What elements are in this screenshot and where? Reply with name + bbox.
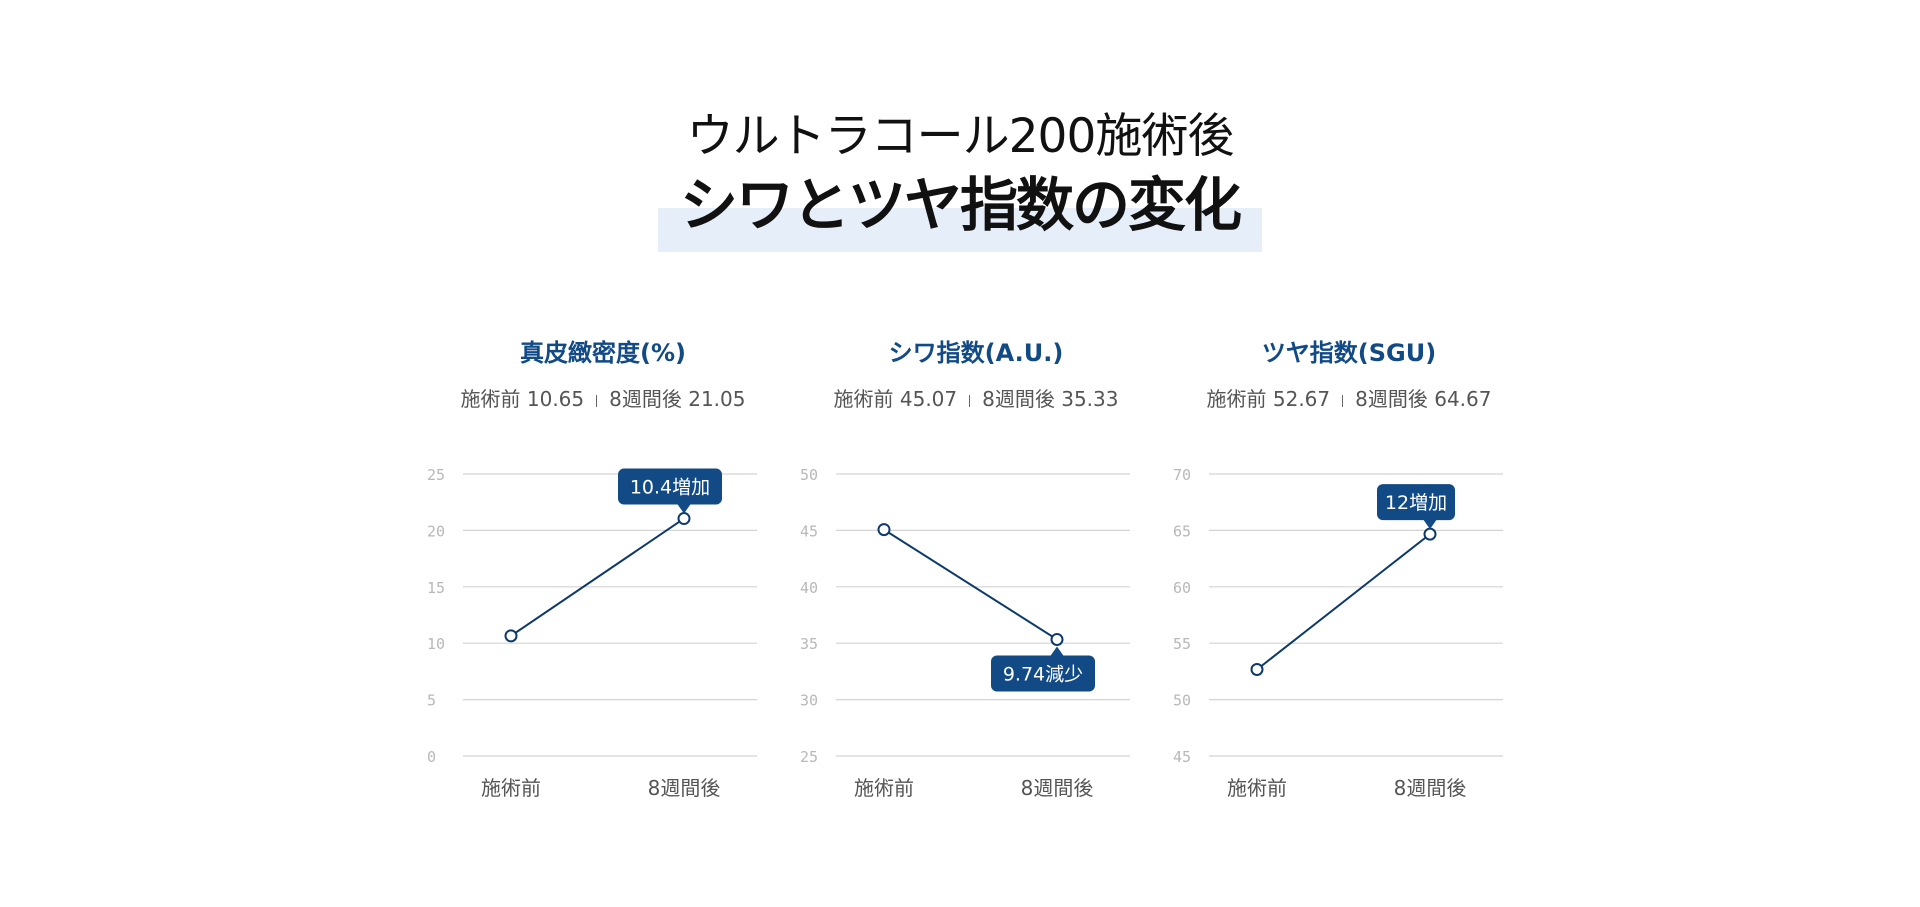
data-point [504,629,518,643]
chart-plot: 0 5 10 15 20 25 施術前 8週間後 10.4増加 [427,466,757,800]
annotation-callout: 12増加 [1377,484,1455,530]
annotation-label: 12増加 [1385,492,1447,514]
chart-dermis-density: 真皮緻密度(%) 施術前 10.65 8週間後 21.05 0 5 10 15 20 25 施… [427,338,773,818]
data-point [677,512,691,526]
chart-summary: 施術前 45.07 8週間後 35.33 [806,386,1146,412]
summary-after: 8週間後 64.67 [1355,387,1492,411]
annotation-callout: 9.74減少 [991,646,1095,692]
annotation-box [618,468,722,505]
chart-title: シワ指数(A.U.) [888,339,1064,367]
summary-divider [969,394,971,407]
page-header: ウルトラコール200施術後 シワとツヤ指数の変化 [0,108,1920,252]
series-line [510,517,685,637]
data-point [1250,662,1264,676]
x-category-label: 施術前 [1227,776,1287,800]
title-highlight [657,208,1262,252]
annotation-pointer [1423,519,1437,530]
y-tick-label: 55 [1173,635,1191,653]
summary-before: 施術前 10.65 [460,387,585,411]
chart-title: 真皮緻密度(%) [520,339,686,367]
chart-summary: 施術前 52.67 8週間後 64.67 [1179,386,1519,412]
annotation-label: 10.4増加 [630,477,710,499]
summary-before: 施術前 45.07 [833,387,958,411]
page-subtitle: ウルトラコール200施術後 [686,109,1235,164]
y-tick-label: 5 [427,692,436,710]
annotation-pointer [677,503,691,514]
data-point [1423,527,1437,541]
annotation-callout: 10.4増加 [618,468,722,514]
chart-plot: 45 50 55 60 65 70 施術前 8週間後 12増加 [1173,466,1503,800]
page-title: シワとツヤ指数の変化 [679,171,1242,239]
y-tick-label: 0 [427,748,436,766]
x-category-label: 8週間後 [648,776,721,800]
series-line [1256,533,1431,671]
annotation-box [1377,484,1455,521]
y-tick-label: 10 [427,635,445,653]
y-tick-label: 40 [800,579,818,597]
summary-divider [596,394,598,407]
summary-before: 施術前 52.67 [1206,387,1331,411]
data-point [1050,632,1064,646]
x-category-label: 8週間後 [1021,776,1094,800]
series-line [883,528,1058,641]
chart-wrinkle-index: シワ指数(A.U.) 施術前 45.07 8週間後 35.33 25 30 35 40 4… [800,338,1146,818]
y-tick-label: 20 [427,522,445,540]
x-category-label: 施術前 [854,776,914,800]
summary-divider [1342,394,1344,407]
y-tick-label: 25 [800,748,818,766]
x-category-label: 8週間後 [1394,776,1467,800]
chart-title: ツヤ指数(SGU) [1261,339,1437,367]
y-tick-label: 15 [427,579,445,597]
y-tick-label: 35 [800,635,818,653]
annotation-pointer [1050,646,1064,657]
y-tick-label: 50 [800,466,818,484]
y-tick-label: 30 [800,692,818,710]
annotation-label: 9.74減少 [1003,663,1083,685]
annotation-box [991,655,1095,692]
y-tick-label: 45 [800,522,818,540]
x-category-label: 施術前 [481,776,541,800]
y-tick-label: 70 [1173,466,1191,484]
summary-after: 8週間後 35.33 [982,387,1119,411]
y-tick-label: 25 [427,466,445,484]
summary-after: 8週間後 21.05 [609,387,746,411]
chart-plot: 25 30 35 40 45 50 施術前 8週間後 9.74減少 [800,466,1130,800]
page-title-wrap: シワとツヤ指数の変化 [657,171,1262,252]
y-tick-label: 60 [1173,579,1191,597]
y-tick-label: 45 [1173,748,1191,766]
y-tick-label: 65 [1173,522,1191,540]
data-point [877,523,891,537]
chart-gloss-index: ツヤ指数(SGU) 施術前 52.67 8週間後 64.67 45 50 55 60 65… [1173,338,1519,818]
chart-summary: 施術前 10.65 8週間後 21.05 [433,386,773,412]
y-tick-label: 50 [1173,692,1191,710]
